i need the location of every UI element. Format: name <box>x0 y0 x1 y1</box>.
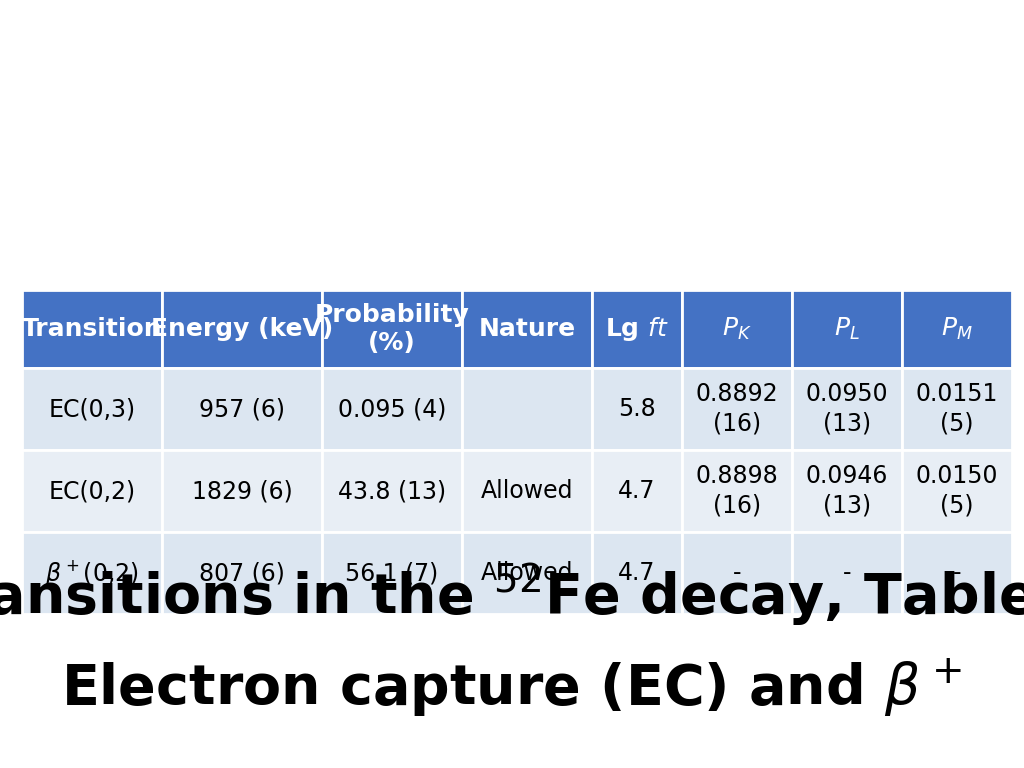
Bar <box>22 450 162 532</box>
Text: 0.0950
(13): 0.0950 (13) <box>806 382 888 436</box>
Bar <box>162 290 322 368</box>
Bar <box>902 450 1012 532</box>
Bar <box>22 290 162 368</box>
Text: 0.0151
(5): 0.0151 (5) <box>915 382 998 436</box>
Bar <box>322 532 462 614</box>
Text: 5.8: 5.8 <box>618 397 656 421</box>
Bar <box>462 532 592 614</box>
Bar <box>462 450 592 532</box>
Text: 43.8 (13): 43.8 (13) <box>338 479 446 503</box>
Text: -: - <box>952 561 962 585</box>
Text: 4.7: 4.7 <box>618 479 655 503</box>
Text: Allowed: Allowed <box>480 561 573 585</box>
Text: $P_M$: $P_M$ <box>941 316 973 342</box>
Bar <box>902 368 1012 450</box>
Text: 0.0150
(5): 0.0150 (5) <box>915 464 998 518</box>
Bar <box>592 450 682 532</box>
Text: 0.0946
(13): 0.0946 (13) <box>806 464 888 518</box>
Text: $P_L$: $P_L$ <box>835 316 860 342</box>
Text: EC(0,2): EC(0,2) <box>48 479 135 503</box>
Bar <box>902 290 1012 368</box>
Text: 957 (6): 957 (6) <box>199 397 285 421</box>
Bar <box>682 532 792 614</box>
Bar <box>162 532 322 614</box>
Text: EC(0,3): EC(0,3) <box>48 397 135 421</box>
Text: Electron capture (EC) and $\beta^+$: Electron capture (EC) and $\beta^+$ <box>61 656 963 719</box>
Bar <box>682 450 792 532</box>
Bar <box>682 290 792 368</box>
Bar <box>162 368 322 450</box>
Text: 4.7: 4.7 <box>618 561 655 585</box>
Bar <box>592 368 682 450</box>
Bar <box>462 290 592 368</box>
Text: Energy (keV): Energy (keV) <box>151 317 333 341</box>
Bar <box>902 532 1012 614</box>
Text: Nature: Nature <box>478 317 575 341</box>
Bar <box>462 368 592 450</box>
Text: Transition: Transition <box>22 317 163 341</box>
Bar <box>162 450 322 532</box>
Bar <box>22 532 162 614</box>
Bar <box>792 532 902 614</box>
Text: Allowed: Allowed <box>480 479 573 503</box>
Text: 0.8892
(16): 0.8892 (16) <box>695 382 778 436</box>
Bar <box>322 368 462 450</box>
Bar <box>22 368 162 450</box>
Bar <box>792 368 902 450</box>
Text: 0.095 (4): 0.095 (4) <box>338 397 446 421</box>
Bar <box>592 532 682 614</box>
Text: -: - <box>733 561 741 585</box>
Bar <box>592 290 682 368</box>
Text: Lg $ft$: Lg $ft$ <box>605 315 669 343</box>
Bar <box>322 290 462 368</box>
Bar <box>792 450 902 532</box>
Text: $\beta^+$(0,2): $\beta^+$(0,2) <box>45 558 139 588</box>
Bar <box>792 290 902 368</box>
Text: 807 (6): 807 (6) <box>199 561 285 585</box>
Text: 56.1 (7): 56.1 (7) <box>345 561 438 585</box>
Text: 1829 (6): 1829 (6) <box>191 479 293 503</box>
Bar <box>322 450 462 532</box>
Text: $P_K$: $P_K$ <box>722 316 752 342</box>
Text: transitions in the ${}^{52}$Fe decay, Table 2: transitions in the ${}^{52}$Fe decay, Ta… <box>0 561 1024 629</box>
Text: Probability
(%): Probability (%) <box>314 303 469 355</box>
Bar <box>682 368 792 450</box>
Text: -: - <box>843 561 851 585</box>
Text: 0.8898
(16): 0.8898 (16) <box>695 464 778 518</box>
